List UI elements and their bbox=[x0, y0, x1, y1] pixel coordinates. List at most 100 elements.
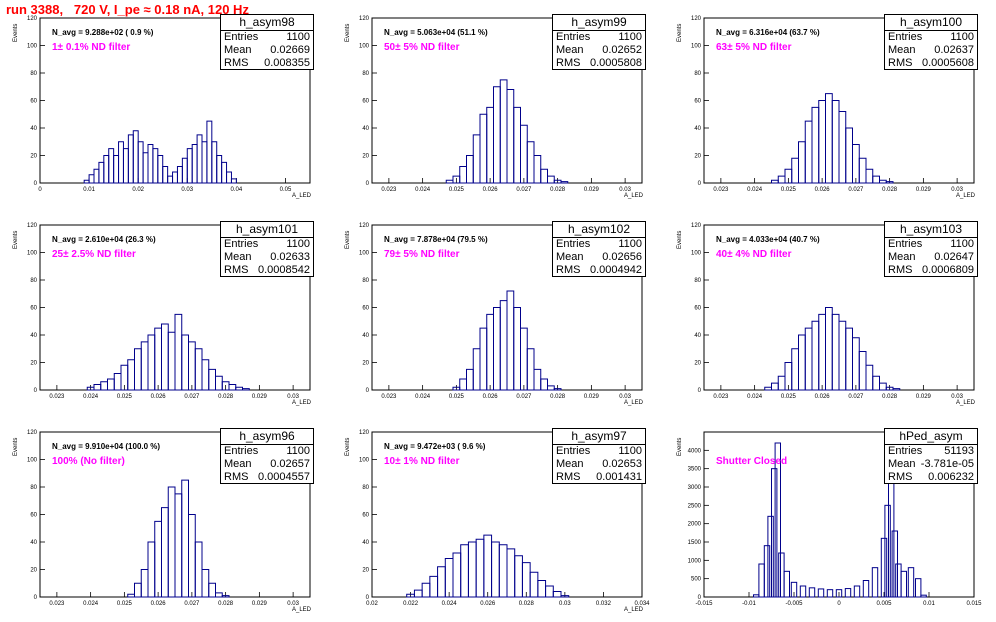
histogram-bin bbox=[826, 589, 834, 598]
histogram-bin bbox=[520, 124, 528, 184]
y-axis-label: Events bbox=[13, 230, 19, 249]
histogram-bin bbox=[533, 155, 542, 184]
histogram-bin bbox=[506, 290, 515, 391]
stats-row-rms: RMS 0.0005608 bbox=[888, 57, 974, 70]
y-tick-label: 100 bbox=[691, 251, 702, 257]
histogram-bin bbox=[845, 327, 853, 391]
histogram-bin bbox=[154, 520, 162, 598]
histogram-bin bbox=[547, 175, 555, 184]
filter-label: 1± 0.1% ND filter bbox=[52, 42, 131, 53]
stats-key: Mean bbox=[556, 44, 584, 56]
y-tick-label: 3500 bbox=[688, 467, 702, 473]
y-tick-label: 60 bbox=[30, 306, 37, 312]
navg-label: N_avg = 2.610e+04 (26.3 %) bbox=[52, 235, 156, 244]
stats-key: RMS bbox=[556, 471, 581, 483]
x-tick-label: 0.025 bbox=[781, 394, 797, 400]
navg-label: N_avg = 7.878e+04 (79.5 %) bbox=[384, 235, 488, 244]
filter-label: 79± 5% ND filter bbox=[384, 249, 460, 260]
histogram-bin bbox=[235, 386, 243, 391]
histogram-bin bbox=[804, 327, 813, 391]
navg-label: N_avg = 9.910e+04 (100.0 %) bbox=[52, 442, 161, 451]
histogram-bin bbox=[545, 585, 554, 598]
histogram-bin bbox=[872, 175, 880, 184]
x-tick-label: 0.005 bbox=[876, 601, 892, 607]
histogram-bin bbox=[167, 331, 176, 391]
histogram-bin bbox=[483, 534, 493, 598]
x-axis-label: A_LED bbox=[624, 607, 644, 613]
histogram-bin bbox=[799, 585, 807, 598]
histogram-bin bbox=[459, 166, 467, 184]
histogram-bin bbox=[858, 351, 867, 391]
histogram-bin bbox=[466, 155, 474, 184]
histogram-plot: 0 20 40 60 80 100 120 0.023 0.024 0.025 0.026 0.027… bbox=[691, 223, 975, 400]
histogram-bin bbox=[186, 148, 193, 184]
y-tick-label: 100 bbox=[691, 44, 702, 50]
y-tick-label: 100 bbox=[27, 458, 38, 464]
x-tick-label: 0.024 bbox=[83, 601, 99, 607]
histogram-bin bbox=[560, 181, 569, 184]
stats-row-rms: RMS 0.0004942 bbox=[556, 264, 642, 277]
stats-key: Mean bbox=[224, 458, 252, 470]
histogram-bin bbox=[445, 179, 454, 184]
stats-value: 0.02656 bbox=[602, 251, 642, 263]
x-tick-label: 0.034 bbox=[634, 601, 650, 607]
histogram-bin bbox=[127, 593, 135, 598]
histogram-bin bbox=[818, 313, 826, 391]
histogram-bin bbox=[134, 582, 142, 598]
histogram-bin bbox=[553, 388, 562, 391]
stats-key: RMS bbox=[888, 264, 913, 276]
y-axis-label: Events bbox=[13, 437, 19, 456]
y-tick-label: 120 bbox=[691, 16, 702, 22]
x-tick-label: 0.029 bbox=[584, 394, 600, 400]
x-tick-label: 0.02 bbox=[366, 601, 378, 607]
stats-box: h_asym103 Entries 1100 Mean 0.02647 RMS 0.0006… bbox=[884, 221, 978, 277]
stats-value: 0.0005608 bbox=[922, 57, 974, 69]
y-axis-label: Events bbox=[677, 23, 683, 42]
x-tick-label: 0.03 bbox=[951, 394, 963, 400]
histogram-bin bbox=[174, 313, 183, 391]
stats-key: RMS bbox=[556, 57, 581, 69]
y-tick-label: 60 bbox=[30, 99, 37, 105]
stats-row-entries: Entries 51193 bbox=[888, 445, 974, 458]
histogram-bin bbox=[174, 493, 183, 598]
filter-label: 50± 5% ND filter bbox=[384, 42, 460, 53]
histogram-bin bbox=[221, 161, 228, 184]
navg-label: N_avg = 6.316e+04 (63.7 %) bbox=[716, 28, 820, 37]
histogram-name: h_asym102 bbox=[553, 222, 645, 238]
x-tick-label: 0.027 bbox=[848, 187, 864, 193]
y-tick-label: 0 bbox=[34, 595, 38, 601]
histogram-bin bbox=[808, 587, 816, 598]
histogram-panel-h_asym98: 0 20 40 60 80 100 120 0 0.01 0.02 0.03 0.04 0.05 Even… bbox=[0, 0, 332, 207]
y-tick-label: 120 bbox=[691, 223, 702, 229]
x-tick-label: 0.026 bbox=[151, 601, 167, 607]
x-tick-label: 0.028 bbox=[550, 394, 566, 400]
stats-value: 0.02637 bbox=[934, 44, 974, 56]
histogram-bin bbox=[221, 595, 230, 598]
histogram-bin bbox=[242, 388, 250, 391]
x-tick-label: 0.023 bbox=[49, 394, 65, 400]
histogram-bin bbox=[113, 373, 122, 391]
histogram-bin bbox=[167, 486, 176, 598]
y-tick-label: 40 bbox=[362, 333, 369, 339]
histogram-bin bbox=[472, 348, 481, 391]
stats-value: 0.02647 bbox=[934, 251, 974, 263]
x-tick-label: 0.029 bbox=[252, 601, 268, 607]
y-tick-label: 0 bbox=[34, 181, 38, 187]
histogram-bin bbox=[100, 381, 108, 391]
histogram-bin bbox=[154, 327, 162, 391]
y-tick-label: 500 bbox=[691, 577, 702, 583]
histogram-bin bbox=[858, 157, 867, 184]
histogram-bin bbox=[499, 79, 508, 184]
x-axis-label: A_LED bbox=[292, 193, 312, 199]
stats-row-rms: RMS 0.0008542 bbox=[224, 264, 310, 277]
y-tick-label: 120 bbox=[27, 430, 38, 436]
histogram-bin bbox=[884, 504, 891, 598]
histogram-bin bbox=[118, 141, 124, 184]
stats-row-entries: Entries 1100 bbox=[888, 31, 974, 44]
histogram-panel-h_asym96: 0 20 40 60 80 100 120 0.023 0.024 0.025 0.026 0.027… bbox=[0, 414, 332, 621]
histogram-plot: 0 20 40 60 80 100 120 0.023 0.024 0.025 0.026 0.027… bbox=[359, 16, 643, 193]
y-tick-label: 0 bbox=[34, 388, 38, 394]
x-tick-label: 0.04 bbox=[231, 187, 243, 193]
x-tick-label: 0.015 bbox=[966, 601, 982, 607]
histogram-bin bbox=[181, 479, 189, 598]
